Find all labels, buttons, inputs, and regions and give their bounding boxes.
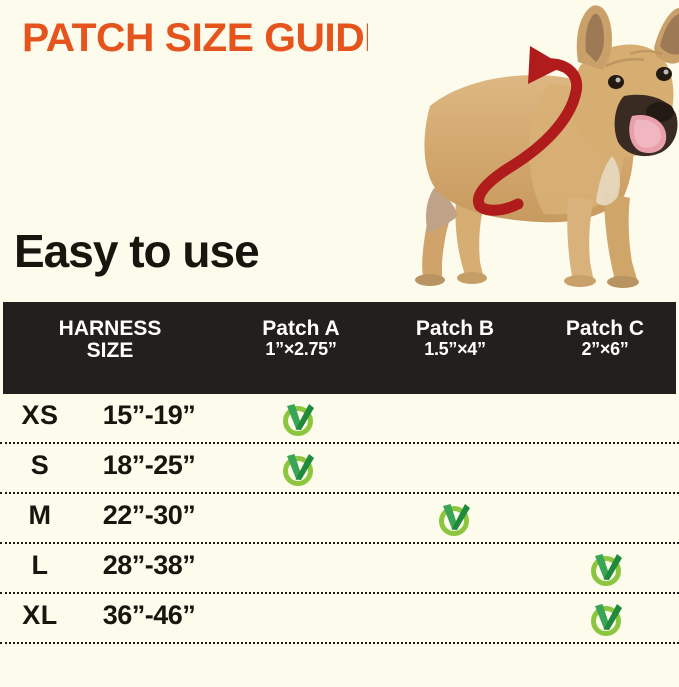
green-check-badge-icon — [591, 604, 622, 636]
cell-patch-c — [586, 399, 626, 439]
table-row: M 22”-30” — [0, 494, 679, 544]
cell-patch-b — [434, 399, 474, 439]
green-check-badge-icon — [591, 554, 622, 586]
size-chart-table: HARNESS SIZE Patch A 1”×2.75” Patch B 1.… — [0, 302, 679, 644]
cell-harness-size: S — [30, 450, 50, 480]
cell-girth-measurement: 36”-46” — [102, 600, 196, 630]
cell-patch-b — [434, 449, 474, 489]
cell-patch-a — [278, 499, 318, 539]
cell-patch-c — [586, 499, 626, 539]
table-row: XS 15”-19” — [0, 394, 679, 444]
green-check-badge-icon — [283, 454, 314, 486]
cell-patch-b — [434, 549, 474, 589]
cell-patch-c — [586, 549, 626, 589]
cell-harness-size: XS — [21, 400, 59, 430]
cell-girth-measurement: 28”-38” — [102, 550, 196, 580]
cell-girth-measurement: 22”-30” — [102, 500, 196, 530]
cell-patch-a — [278, 449, 318, 489]
green-check-badge-icon — [283, 404, 314, 436]
girth-measure-arrow — [473, 46, 583, 216]
cell-patch-b — [434, 499, 474, 539]
column-header-harness-size: HARNESS SIZE — [58, 317, 162, 363]
cell-harness-size: M — [28, 500, 52, 530]
cell-girth-measurement: 15”-19” — [102, 400, 196, 430]
table-header-row: HARNESS SIZE Patch A 1”×2.75” Patch B 1.… — [3, 302, 676, 394]
cell-patch-c — [586, 599, 626, 639]
table-row: S 18”-25” — [0, 444, 679, 494]
cell-patch-b — [434, 599, 474, 639]
column-header-patch-c: Patch C 2”×6” — [565, 317, 645, 360]
table-row: L 28”-38” — [0, 544, 679, 594]
table-body: XS 15”-19” S 18”-25” M 22”-30” L 28”-38” XL 36”-4… — [0, 394, 679, 644]
cell-girth-measurement: 18”-25” — [102, 450, 196, 480]
cell-patch-a — [278, 549, 318, 589]
column-header-patch-b: Patch B 1.5”×4” — [415, 317, 495, 360]
table-row: XL 36”-46” — [0, 594, 679, 644]
cell-patch-a — [278, 599, 318, 639]
cell-patch-c — [586, 449, 626, 489]
cell-harness-size: XL — [22, 600, 58, 630]
cell-patch-a — [278, 399, 318, 439]
page-title: PATCH SIZE GUIDE — [22, 16, 391, 60]
french-bulldog-illustration — [368, 0, 679, 296]
section-heading: Easy to use — [14, 225, 260, 277]
dog-photo — [368, 0, 679, 296]
cell-harness-size: L — [31, 550, 49, 580]
green-check-badge-icon — [439, 504, 470, 536]
column-header-patch-a: Patch A 1”×2.75” — [262, 317, 340, 360]
